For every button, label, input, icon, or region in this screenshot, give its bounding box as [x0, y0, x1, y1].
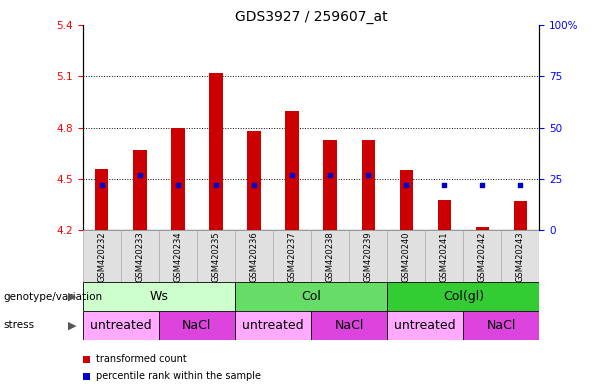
Bar — [159, 311, 235, 340]
Bar — [387, 230, 425, 282]
Text: untreated: untreated — [242, 319, 304, 332]
Text: GSM420239: GSM420239 — [364, 231, 373, 281]
Bar — [209, 73, 223, 230]
Text: GSM420242: GSM420242 — [478, 231, 487, 281]
Point — [249, 182, 259, 188]
Text: transformed count: transformed count — [96, 354, 187, 364]
Bar — [387, 311, 463, 340]
Bar — [286, 111, 299, 230]
Bar — [463, 230, 501, 282]
Bar — [501, 230, 539, 282]
Text: untreated: untreated — [394, 319, 456, 332]
Bar — [311, 230, 349, 282]
Point — [211, 182, 221, 188]
Bar — [362, 140, 375, 230]
Text: GSM420233: GSM420233 — [135, 231, 144, 282]
Point — [440, 182, 449, 188]
Bar — [159, 230, 197, 282]
Bar — [235, 282, 387, 311]
Bar — [171, 128, 185, 230]
Bar — [83, 230, 121, 282]
Bar — [400, 170, 413, 230]
Text: GSM420232: GSM420232 — [97, 231, 106, 281]
Bar — [197, 230, 235, 282]
Text: GSM420238: GSM420238 — [326, 231, 335, 282]
Point — [364, 172, 373, 178]
Bar — [235, 230, 273, 282]
Point — [135, 172, 145, 178]
Point — [326, 172, 335, 178]
Text: genotype/variation: genotype/variation — [3, 291, 102, 302]
Bar — [463, 311, 539, 340]
Bar — [438, 200, 451, 230]
Bar — [248, 131, 261, 230]
Bar — [235, 311, 311, 340]
Text: untreated: untreated — [90, 319, 151, 332]
Text: GSM420235: GSM420235 — [211, 231, 221, 281]
Text: NaCl: NaCl — [487, 319, 516, 332]
Point — [173, 182, 183, 188]
Bar — [324, 140, 337, 230]
Bar — [476, 227, 489, 230]
Point — [97, 182, 107, 188]
Text: NaCl: NaCl — [182, 319, 211, 332]
Text: GSM420236: GSM420236 — [249, 231, 259, 282]
Bar — [83, 311, 159, 340]
Title: GDS3927 / 259607_at: GDS3927 / 259607_at — [235, 10, 387, 24]
Bar — [133, 150, 147, 230]
Point — [287, 172, 297, 178]
Text: GSM420240: GSM420240 — [402, 231, 411, 281]
Point — [516, 182, 525, 188]
Text: Col: Col — [301, 290, 321, 303]
Bar — [95, 169, 109, 230]
Text: ▶: ▶ — [68, 291, 77, 302]
Text: GSM420234: GSM420234 — [173, 231, 183, 281]
Bar — [311, 311, 387, 340]
Text: GSM420237: GSM420237 — [287, 231, 297, 282]
Text: Ws: Ws — [150, 290, 169, 303]
Text: stress: stress — [3, 320, 34, 331]
Bar — [83, 282, 235, 311]
Point — [478, 182, 487, 188]
Bar — [121, 230, 159, 282]
Point — [402, 182, 411, 188]
Bar — [349, 230, 387, 282]
Text: percentile rank within the sample: percentile rank within the sample — [96, 371, 261, 381]
Text: GSM420241: GSM420241 — [440, 231, 449, 281]
Text: GSM420243: GSM420243 — [516, 231, 525, 281]
Bar — [514, 201, 527, 230]
Text: Col(gl): Col(gl) — [443, 290, 484, 303]
Bar — [387, 282, 539, 311]
Bar — [425, 230, 463, 282]
Text: NaCl: NaCl — [335, 319, 364, 332]
Bar — [273, 230, 311, 282]
Text: ▶: ▶ — [68, 320, 77, 331]
